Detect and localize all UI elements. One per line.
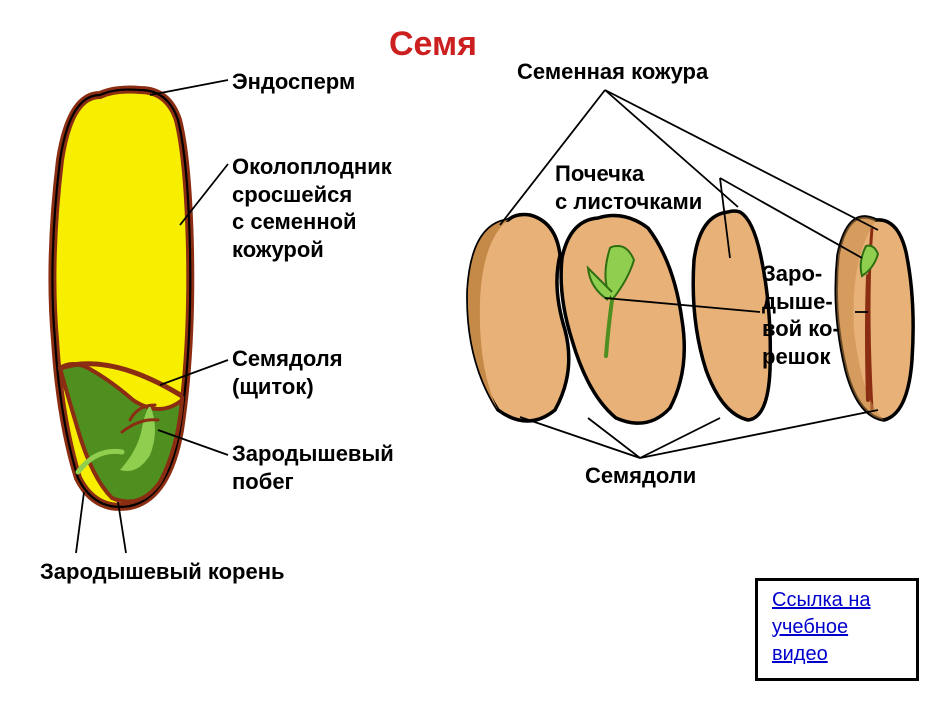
label-plumule: Почечка с листочками [555,160,702,215]
label-embryo-root: Зародышевый корень [40,558,285,586]
label-cotyledons: Семядоли [585,462,696,490]
label-scutellum: Семядоля (щиток) [232,345,343,400]
leader-endosperm [150,80,228,95]
leader-cotyl-1 [520,417,640,458]
leader-cotyl-3 [640,418,720,458]
label-endosperm: Эндосперм [232,68,355,96]
dicot-seeds [468,211,913,423]
label-pericarp: Околоплодник сросшейся с семенной кожуро… [232,153,392,263]
monocot-seed [52,90,190,507]
label-radicle: Заро- дыше- вой ко- решок [762,260,840,370]
leader-cotyl-4 [640,410,878,458]
label-embryo-shoot: Зародышевый побег [232,440,394,495]
dicot-right-radicle [867,276,868,400]
leader-root-2 [76,492,84,553]
bean-right-inner [693,211,770,420]
label-seed-coat: Семенная кожура [517,58,708,86]
video-link[interactable]: Ссылка на учебное видео [755,578,919,681]
